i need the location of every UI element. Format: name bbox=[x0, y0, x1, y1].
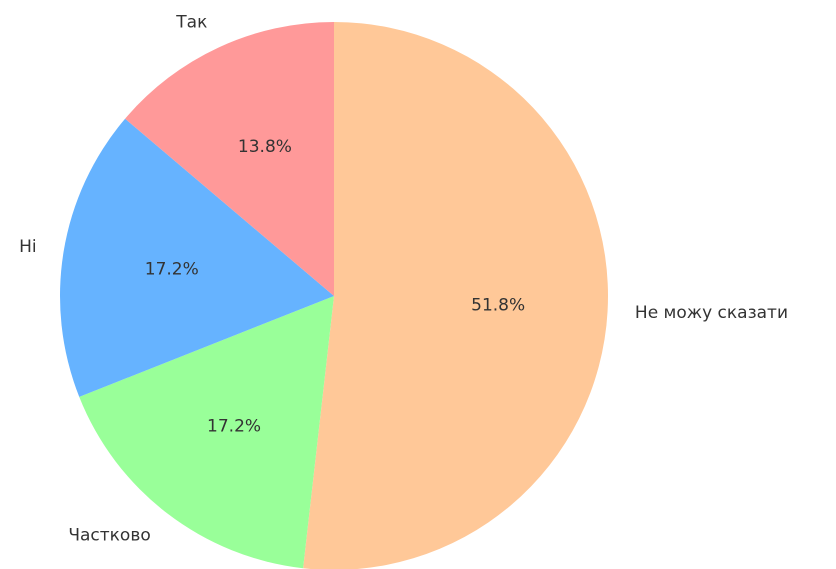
pie-slice bbox=[60, 118, 335, 397]
slices-layer bbox=[60, 22, 608, 569]
slice-category-label: Частково bbox=[68, 525, 150, 545]
pie-slice bbox=[79, 296, 334, 569]
slice-category-label: Так bbox=[175, 12, 207, 32]
pie-slice bbox=[303, 22, 608, 569]
slice-percent-label: 17.2% bbox=[145, 259, 199, 279]
slice-percent-label: 13.8% bbox=[238, 137, 292, 157]
slice-percent-label: 17.2% bbox=[207, 417, 261, 437]
labels-layer: 51.8% Не можу сказати 17.2% Частково 17.2% Ні… bbox=[19, 12, 788, 545]
slice-percent-label: 51.8% bbox=[471, 295, 525, 315]
pie-slice bbox=[125, 22, 334, 296]
slice-category-label: Не можу сказати bbox=[635, 303, 788, 323]
slice-category-label: Ні bbox=[19, 237, 37, 257]
